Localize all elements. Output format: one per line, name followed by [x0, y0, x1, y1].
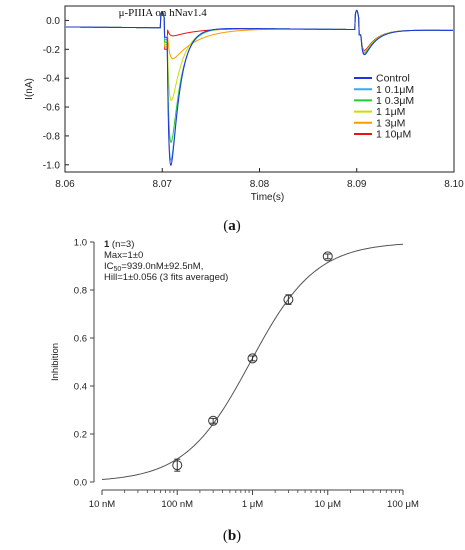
panel-a-y-tick-label: -0.4 [43, 74, 61, 85]
panel-b-y-tick-label: 0.2 [74, 430, 87, 441]
panel-b-anno-max: Max=1±0 [104, 250, 143, 261]
panel-b-label-close: ) [236, 528, 241, 544]
panel-a-x-tick-label: 8.07 [153, 179, 173, 190]
panel-b-data-points [172, 251, 333, 472]
panel-a-label: (a) [223, 218, 241, 234]
panel-b-data-point [322, 251, 333, 262]
panel-b-label: (b) [223, 528, 241, 544]
panel-b-y-tick-label: 1.0 [74, 238, 87, 249]
legend-label-c10: 1 10μM [376, 129, 411, 141]
panel-a-label-letter: a [228, 218, 236, 234]
legend-label-c01: 1 0.1μM [376, 84, 414, 96]
panel-b-x-axis: 10 nM 100 nM 1 μM 10 μM 100 μM [89, 490, 419, 510]
panel-b-anno-n: (n=3) [109, 239, 134, 250]
panel-a-x-tick-label: 8.08 [250, 179, 270, 190]
panel-b-data-point [247, 353, 258, 364]
panel-b-data-point [208, 415, 219, 426]
panel-a-y-tick-label: -0.2 [43, 45, 61, 56]
panel-a-toxin-annotation: μ-PIIIA on hNav1.4 [119, 7, 208, 19]
panel-b-label-open: ( [223, 528, 228, 544]
panel-a-y-tick-label: -0.8 [43, 131, 61, 142]
panel-a-y-tick-label: 0.0 [46, 16, 60, 27]
panel-b-marker [283, 294, 294, 305]
panel-b-fit-annotation: 1 (n=3) Max=1±0 IC50=939.0nM±92.5nM, Hil… [104, 239, 228, 283]
panel-b-anno-ic50-value: =939.0nM±92.5nM, [121, 261, 203, 272]
panel-a-chart: 0.0 -0.2 -0.4 -0.6 -0.8 -1.0 8.06 8.07 8.08 8.09… [24, 5, 464, 234]
panel-a-label-open: ( [223, 218, 228, 234]
panel-b-y-tick-label: 0.8 [74, 286, 87, 297]
panel-b-x-tick-label: 100 nM [161, 499, 193, 510]
panel-a-x-axis: 8.06 8.07 8.08 8.09 8.10 [55, 168, 464, 190]
panel-b-x-tick-label: 10 μM [314, 499, 341, 510]
panel-a-x-tick-label: 8.06 [55, 179, 75, 190]
panel-b-y-tick-label: 0.6 [74, 334, 87, 345]
panel-a-y-tick-label: -0.6 [43, 103, 61, 114]
legend-label-c03: 1 0.3μM [376, 95, 414, 107]
panel-b-anno-ic50-prefix: IC [104, 261, 114, 272]
panel-a-x-tick-label: 8.10 [444, 179, 464, 190]
panel-b-x-tick-label: 100 μM [387, 499, 419, 510]
panel-a-traces [65, 9, 454, 166]
panel-a-y-axis: 0.0 -0.2 -0.4 -0.6 -0.8 -1.0 [43, 16, 69, 171]
legend-label-control: Control [376, 73, 410, 85]
panel-b-marker [322, 251, 333, 262]
panel-b-label-letter: b [228, 528, 236, 544]
panel-b-marker [247, 353, 258, 364]
legend-label-c3: 1 3μM [376, 117, 405, 129]
panel-a-label-close: ) [236, 218, 241, 234]
panel-b-x-tick-label: 10 nM [89, 499, 115, 510]
panel-b-anno-compound-id: 1 [104, 239, 110, 250]
panel-b-x-tick-label: 1 μM [242, 499, 263, 510]
panel-b-anno-hill: Hill=1±0.056 (3 fits averaged) [104, 272, 228, 283]
panel-a-y-tick-label: -1.0 [43, 160, 61, 171]
panel-b-anno-ic50: IC50=939.0nM±92.5nM, [104, 261, 203, 273]
panel-a-trace-control [65, 9, 454, 166]
panel-b-marker [172, 460, 183, 471]
panel-b-anno-compound: 1 (n=3) [104, 239, 134, 250]
panel-b-data-point [283, 294, 294, 305]
panel-b-y-axis: 0.0 0.2 0.4 0.6 0.8 1.0 [74, 238, 94, 489]
panel-b-y-tick-label: 0.0 [74, 478, 87, 489]
panel-b-chart: 0.00.20.40.60.81.0 10 nM 100 nM 1 μM 10 μM 1… [50, 238, 419, 545]
panel-b-data-point [172, 458, 183, 472]
panel-a-y-axis-label: I(nA) [24, 78, 35, 100]
panel-b-anno-ic50-sub: 50 [114, 266, 122, 273]
panel-b-y-tick-label: 0.4 [74, 382, 87, 393]
panel-a-x-axis-label: Time(s) [251, 192, 285, 203]
panel-a-x-tick-label: 8.09 [347, 179, 367, 190]
legend-label-c1: 1 1μM [376, 106, 405, 118]
panel-b-marker [208, 415, 219, 426]
panel-b-y-axis-label: Inhibition [50, 343, 61, 381]
